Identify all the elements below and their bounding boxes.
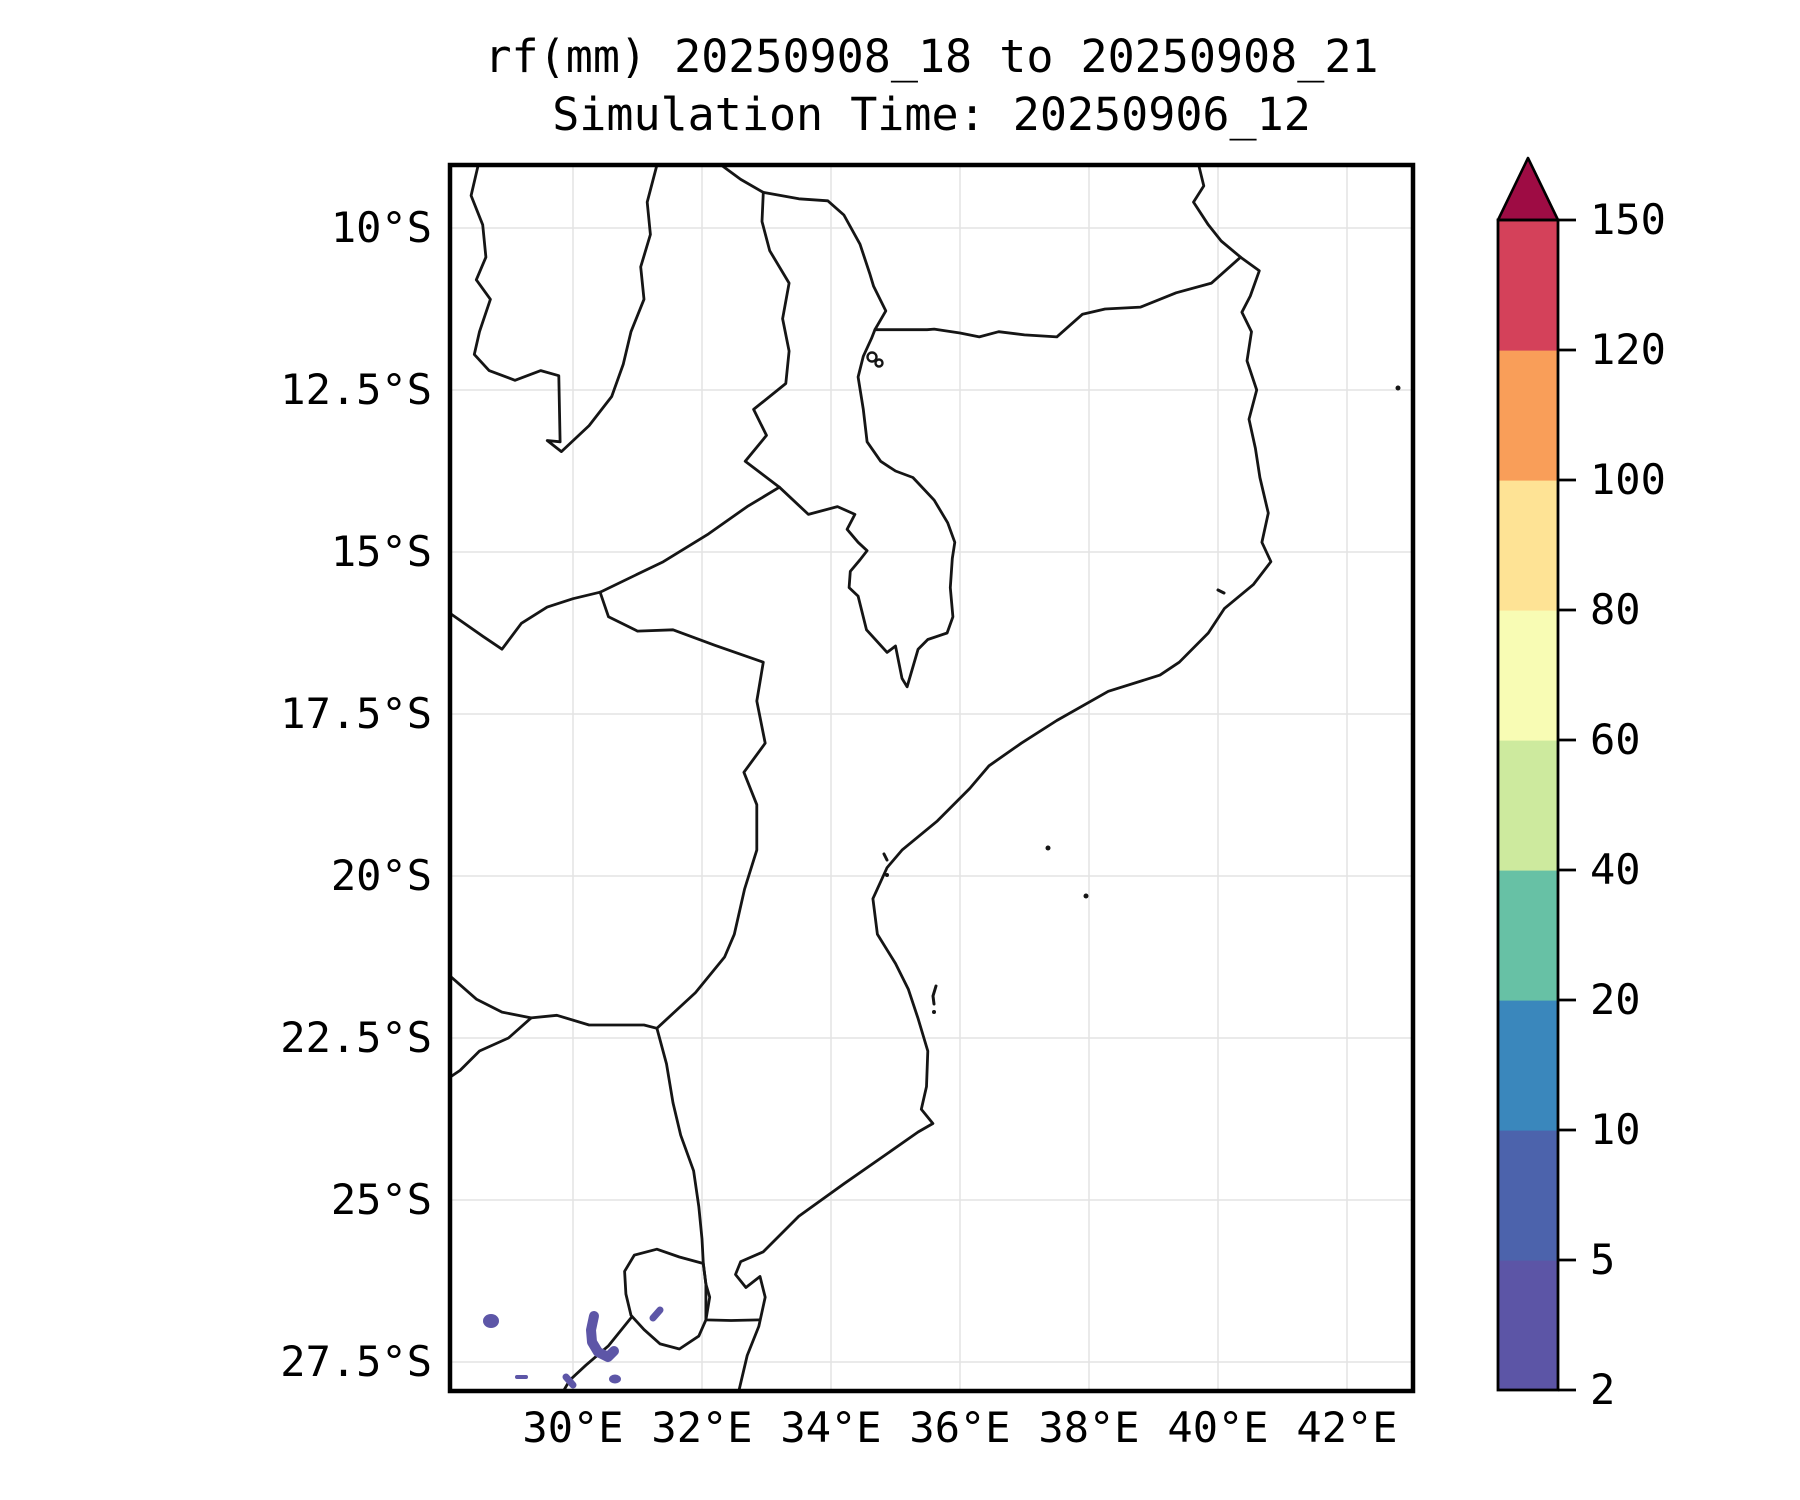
y-tick-label: 15°S	[330, 527, 432, 576]
rain-patch	[586, 1311, 619, 1362]
border-bots_sa	[450, 1016, 533, 1079]
island-speck	[885, 873, 889, 877]
islet	[1216, 588, 1226, 595]
colorbar-segment	[1498, 1260, 1558, 1391]
colorbar-tick-label: 10	[1590, 1105, 1641, 1154]
border-bots_zim	[450, 975, 533, 1020]
colorbar-tick-label: 40	[1590, 845, 1641, 894]
colorbar-segment	[1498, 610, 1558, 741]
x-tick-label: 36°E	[909, 1403, 1011, 1452]
y-tick-label: 17.5°S	[280, 689, 432, 738]
border-zambia_zim	[450, 590, 602, 651]
border-malawi_outline	[743, 191, 957, 689]
x-tick-label: 30°E	[522, 1403, 624, 1452]
colorbar-tick-label: 80	[1590, 585, 1641, 634]
plot-title-line2: Simulation Time: 20250906_12	[552, 88, 1311, 141]
x-tick-label: 34°E	[780, 1403, 882, 1452]
map-layer	[450, 165, 1413, 1391]
y-tick-label: 20°S	[330, 851, 432, 900]
x-tick-label: 32°E	[651, 1403, 753, 1452]
colorbar-outline	[1496, 218, 1560, 1392]
colorbar-tick-label: 20	[1590, 975, 1641, 1024]
border-zim_moz	[598, 590, 767, 1030]
border-sa_moz_kruger	[655, 1026, 761, 1322]
y-tick-label: 27.5°S	[280, 1337, 432, 1386]
island-speck	[1395, 385, 1401, 391]
y-tick-label: 12.5°S	[280, 365, 432, 414]
island-ring	[874, 358, 884, 368]
plot-title-line1: rf(mm) 20250908_18 to 20250908_21	[484, 30, 1379, 83]
colorbar-tick-label: 150	[1590, 195, 1666, 244]
colorbar-segment	[1498, 1000, 1558, 1131]
colorbar	[1496, 156, 1576, 1392]
colorbar-arrow	[1496, 156, 1560, 222]
border-eswatini	[623, 1247, 712, 1351]
colorbar-tick-label: 5	[1590, 1235, 1616, 1284]
colorbar-segment	[1498, 870, 1558, 1001]
border-drc_zambia	[469, 165, 659, 453]
rain-patch	[483, 1314, 499, 1328]
rain-patch	[649, 1306, 664, 1322]
colorbar-tick-label: 60	[1590, 715, 1641, 764]
colorbar-segment	[1498, 220, 1558, 351]
border-rovuma_tz_mz	[719, 165, 1242, 339]
island-speck	[1083, 893, 1089, 899]
y-tick-label: 10°S	[330, 203, 432, 252]
y-tick-label: 25°S	[330, 1175, 432, 1224]
border-sa_zim_limpopo	[529, 1013, 659, 1030]
islet	[882, 852, 889, 862]
colorbar-tick-label: 2	[1590, 1365, 1616, 1414]
colorbar-segment	[1498, 1130, 1558, 1261]
island-speck	[932, 1010, 936, 1014]
y-tick-label: 22.5°S	[280, 1013, 432, 1062]
x-tick-label: 38°E	[1038, 1403, 1140, 1452]
colorbar-tick-label: 100	[1590, 455, 1666, 504]
colorbar-segment	[1498, 740, 1558, 871]
island-speck	[1045, 845, 1051, 851]
rain-patch	[562, 1373, 577, 1389]
axes-frame	[447, 162, 1416, 1394]
plot-title: rf(mm) 20250908_18 to 20250908_21 Simula…	[450, 28, 1413, 144]
colorbar-segment	[1498, 350, 1558, 481]
colorbar-tick-label: 120	[1590, 325, 1666, 374]
islet	[931, 984, 938, 1006]
border-coast_main	[734, 165, 1273, 1391]
x-tick-label: 40°E	[1167, 1403, 1269, 1452]
colorbar-segment	[1498, 480, 1558, 611]
x-tick-label: 42°E	[1296, 1403, 1398, 1452]
rain-patch	[609, 1374, 621, 1384]
island-ring	[866, 351, 878, 363]
border-zambia_moz_diag	[598, 485, 781, 594]
